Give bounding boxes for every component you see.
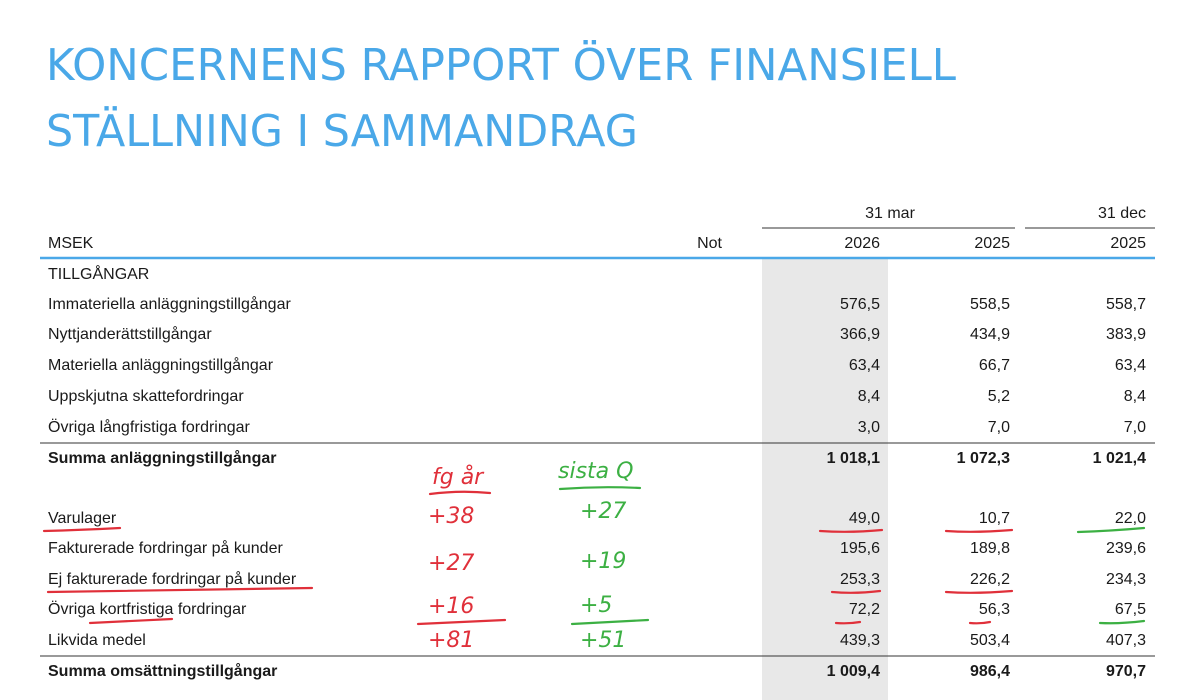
cell-value: 63,4 (1115, 357, 1146, 374)
row-label: Övriga långfristiga fordringar (48, 418, 251, 436)
year-header: 2025 (1110, 235, 1146, 252)
cell-value: 63,4 (849, 357, 880, 374)
annotation: +51 (580, 628, 626, 653)
annotation: +16 (428, 594, 474, 619)
cell-value: 970,7 (1106, 663, 1146, 680)
cell-value: 253,3 (840, 571, 880, 588)
cell-value: 558,5 (970, 296, 1010, 313)
row-label: Summa anläggningstillgångar (48, 449, 276, 467)
cell-value: 56,3 (979, 601, 1010, 618)
cell-value: 66,7 (979, 357, 1010, 374)
cell-value: 558,7 (1106, 296, 1146, 313)
row-label: Uppskjutna skattefordringar (48, 388, 244, 405)
cell-value: 7,0 (1124, 419, 1146, 436)
annotation: +5 (580, 593, 612, 618)
cell-value: 3,0 (858, 419, 880, 436)
group-header: 31 dec (1098, 205, 1146, 222)
annotation-heading: fg år (432, 464, 485, 490)
group-header: 31 mar (865, 205, 915, 222)
cell-value: 7,0 (988, 419, 1010, 436)
cell-value: 986,4 (970, 663, 1010, 680)
row-label: Summa omsättningstillgångar (48, 662, 277, 680)
annotation: +19 (580, 549, 626, 574)
highlight-column (762, 258, 888, 700)
cell-value: 195,6 (840, 540, 880, 557)
year-header: 2026 (844, 235, 880, 252)
cell-value: 434,9 (970, 326, 1010, 343)
annotation: +27 (580, 499, 626, 524)
cell-value: 239,6 (1106, 540, 1146, 557)
row-label: Immateriella anläggningstillgångar (48, 295, 291, 313)
row-label: Likvida medel (48, 632, 146, 649)
year-header: 2025 (974, 235, 1010, 252)
cell-value: 67,5 (1115, 601, 1146, 618)
cell-value: 8,4 (1124, 388, 1146, 405)
title-line: KONCERNENS RAPPORT ÖVER FINANSIELL (46, 39, 956, 91)
cell-value: 5,2 (988, 388, 1010, 405)
handwritten-marks (42, 486, 1146, 626)
unit: MSEK (48, 235, 94, 252)
cell-value: 1 072,3 (957, 450, 1010, 467)
annotation: +27 (428, 551, 474, 576)
cell-value: 1 021,4 (1093, 450, 1146, 467)
cell-value: 22,0 (1115, 510, 1146, 527)
cell-value: 72,2 (849, 601, 880, 618)
cell-value: 234,3 (1106, 571, 1146, 588)
cell-value: 49,0 (849, 510, 880, 527)
cell-value: 407,3 (1106, 632, 1146, 649)
row-label: Fakturerade fordringar på kunder (48, 539, 283, 557)
cell-value: 189,8 (970, 540, 1010, 557)
annotation: +38 (428, 504, 474, 529)
annotation-heading: sista Q (558, 459, 633, 484)
cell-value: 1 009,4 (827, 663, 880, 680)
annotation: +81 (428, 628, 474, 653)
cell-value: 383,9 (1106, 326, 1146, 343)
row-label: Övriga kortfristiga fordringar (48, 600, 247, 618)
cell-value: 503,4 (970, 632, 1010, 649)
cell-value: 10,7 (979, 510, 1010, 527)
cell-value: 8,4 (858, 388, 880, 405)
cell-value: 439,3 (840, 632, 880, 649)
row-label: Varulager (48, 510, 117, 527)
row-label: Ej fakturerade fordringar på kunder (48, 570, 297, 588)
cell-value: 1 018,1 (827, 450, 880, 467)
title-line: STÄLLNING I SAMMANDRAG (46, 105, 638, 157)
cell-value: 226,2 (970, 571, 1010, 588)
note-header: Not (697, 235, 722, 252)
row-label: Materiella anläggningstillgångar (48, 356, 274, 374)
cell-value: 576,5 (840, 296, 880, 313)
section-label: TILLGÅNGAR (48, 264, 149, 283)
cell-value: 366,9 (840, 326, 880, 343)
row-label: Nyttjanderättstillgångar (48, 325, 212, 343)
